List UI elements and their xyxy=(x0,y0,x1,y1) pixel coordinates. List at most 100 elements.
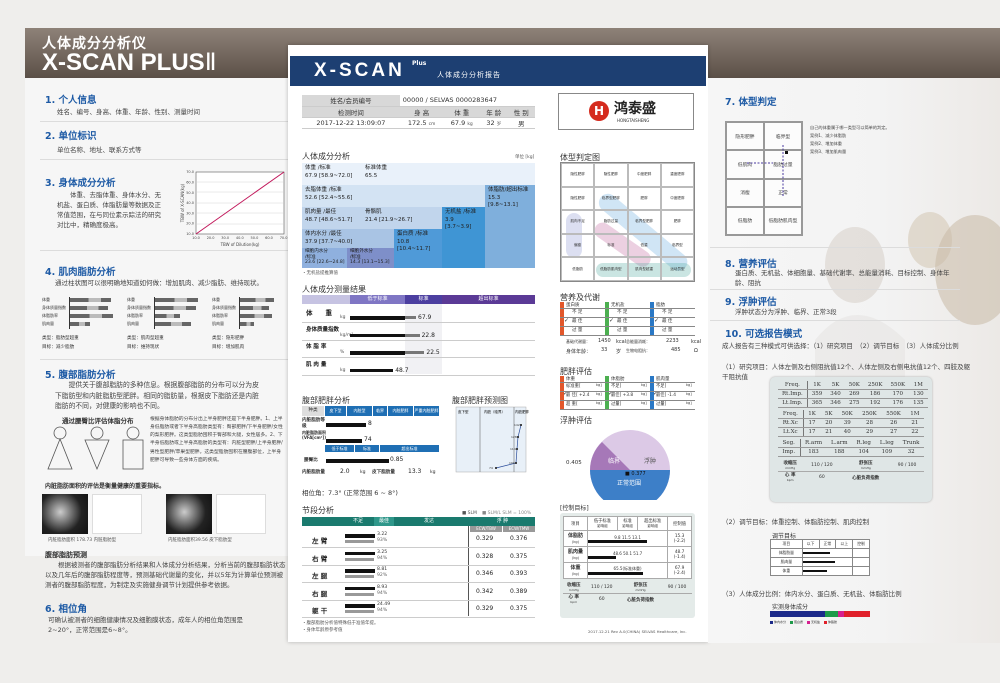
edema-threshold: 0.405 xyxy=(566,460,582,466)
regression-line xyxy=(195,171,285,235)
report-header xyxy=(290,56,706,86)
segment-label: 右 腿 xyxy=(312,589,328,598)
mode3-text: （3）人体成分比例：体内水分、蛋白质、无机盐、体脂肪比例 xyxy=(722,590,902,598)
ffm-value: 52.6 [52.4~55.6] xyxy=(305,194,353,201)
bodytype-cell: 隐性肥胖 xyxy=(561,163,595,187)
vfl-value: 8 xyxy=(368,420,372,427)
case-row-label: 体重 xyxy=(212,297,220,302)
height-label: 身 高 xyxy=(399,106,444,118)
adjust-head: 项目 xyxy=(770,539,803,549)
report-brand-plus: Plus xyxy=(412,60,427,67)
metabolism-field: 485 xyxy=(671,347,681,353)
row-divider xyxy=(302,547,535,548)
edema-pie-chart: 临界 浮肿 正常范围 ■ 0.377 xyxy=(590,430,670,500)
obesity-level: 最佳[ +3.8 xyxy=(611,393,634,398)
section-text: 单位名称、地址、联系方式等 xyxy=(57,146,142,154)
obesity-level: 不足[ xyxy=(656,384,667,389)
ratio-legend-item: 蛋白质 xyxy=(790,620,803,624)
adjust-head: 以上 xyxy=(835,539,854,549)
metabolism-field: 总能量消耗： xyxy=(626,339,650,344)
adjust-row-label: 体重 xyxy=(770,566,803,576)
obesity-col-label: 肌肉量 xyxy=(656,377,670,382)
height-num: 172.5 xyxy=(407,118,427,127)
segment-pct-bar xyxy=(345,592,374,596)
tbw-value: 37.9 [37.7~40.0] xyxy=(305,238,353,245)
unit: mmHg xyxy=(785,466,796,470)
vitals-table: 收缩压 mmHg 110 / 120 舒张压 mmHg 90 / 100 心 率 bpm 60 心… xyxy=(563,582,692,605)
impedance-cell: 176 xyxy=(886,398,910,408)
y-tick: 10.0 xyxy=(186,232,194,236)
adjust-bar xyxy=(802,560,835,564)
ecw-tbw-head: ECW/TBW xyxy=(470,526,502,532)
case-row-label: 体脂肪率 xyxy=(127,313,143,318)
legend-label: 体内水分 xyxy=(774,620,787,624)
unit: kg] xyxy=(641,392,647,396)
bodytype-cell: 低脂肪肌肉型 xyxy=(764,206,802,235)
bodytype-notes: 自己的体重属于哪一类型可以简单的判定。 案例1、减少体脂肪 案例2、增加体重 案例3、… xyxy=(810,124,890,156)
control-delta: (-1.4) xyxy=(673,554,686,560)
impedance-table: Freq. 1K 5K 50K 250K 550K 1M Rt.Xc 17 20 39 28 26 21 L… xyxy=(778,410,924,437)
mineral-range: [3.7~3.9] xyxy=(445,224,472,231)
weight-num: 67.9 xyxy=(450,118,466,127)
impedance-head: 250K xyxy=(857,410,882,419)
borderline-label: 临界 xyxy=(608,457,620,465)
case-row-label: 肌肉量 xyxy=(127,321,139,326)
check-icon: ✓ xyxy=(654,317,660,324)
unit: kg] xyxy=(686,392,692,396)
vfa-title: 内脏脂肪面积的评估是衡量健康的重要指标。 xyxy=(45,483,166,490)
row-divider xyxy=(302,564,535,566)
control-row: 体重 (kg) 65.5(标准体重) 67.9 (-2.4) xyxy=(563,562,692,579)
obesity-level: 最 佳[ +2.4 xyxy=(566,393,590,398)
whr-head: 标准 xyxy=(354,445,379,452)
prediction-point xyxy=(520,424,522,426)
result-bar-grey xyxy=(405,351,425,354)
impedance-cell: 20 xyxy=(820,418,838,428)
nutrition-tag-strip xyxy=(605,302,609,336)
impedance-row: Freq. 1K 5K 50K 250K 550K 1M xyxy=(778,381,928,390)
pred-label: 皮下型 xyxy=(458,409,469,414)
bodytype-cell: 低重 xyxy=(627,233,661,258)
case-type: 类型：隐形肥胖 xyxy=(212,336,245,341)
product-name: X-SCAN PLUS xyxy=(42,49,205,76)
head-low: 不足 xyxy=(352,518,363,524)
product-title: X-SCAN PLUSⅡ xyxy=(42,48,217,77)
row-divider xyxy=(560,308,695,309)
unit: kg] xyxy=(596,383,602,387)
ratio-legend-item: 体脂肪 xyxy=(824,620,837,624)
control-head: 控制值 xyxy=(667,516,692,531)
case-bar xyxy=(155,298,198,302)
x-tick: 70.0 xyxy=(280,236,288,240)
segment-slm-bar xyxy=(345,604,375,608)
segment-ecw-tmw: 0.375 xyxy=(510,605,528,612)
section-text: 可确认被测者的细胞健康情况及细胞膜状态，成年人的相位角范围是2~20°，正常范围… xyxy=(48,616,243,635)
case-bar xyxy=(240,314,272,318)
case-goal: 目标：增加肌肉 xyxy=(212,345,245,350)
case-bar xyxy=(240,306,270,310)
divider xyxy=(710,247,960,248)
nutrition-col-label: 脂肪 xyxy=(656,303,665,308)
section-title: 8. 营养评估 xyxy=(725,259,777,270)
metabolism-field: 身体年龄： xyxy=(566,349,592,355)
unit: kg] xyxy=(596,401,602,405)
report-footer: 2017.12.21 Rev A.0(CHINA) SELVAS Healthc… xyxy=(588,629,687,634)
icw-status: /标准 xyxy=(305,254,316,260)
obesity-tag-strip xyxy=(650,376,654,410)
segment-pct-bar xyxy=(345,610,374,613)
result-row-label: 体 脂 率 xyxy=(306,344,327,350)
impedance-cell: 130 xyxy=(909,389,928,399)
prediction-point xyxy=(516,448,518,450)
impedance-cell: 40 xyxy=(837,427,858,437)
prediction-title: 腹部脂肪预测 xyxy=(45,551,87,559)
impedance-cell: 186 xyxy=(863,389,887,399)
case-row-label: 肌肉量 xyxy=(42,321,54,326)
unit: mmHg xyxy=(568,588,579,592)
vfa-report-thumbnail xyxy=(216,494,266,534)
control-row-label: 肌肉量 (kg) xyxy=(563,546,588,563)
bodytype-cell: 肌肉不足 xyxy=(561,210,595,234)
ratio-bar xyxy=(770,611,870,617)
result-bar-grey xyxy=(405,333,420,337)
adjust-bar xyxy=(802,569,828,573)
impedance-head: 1K xyxy=(803,410,821,419)
sex-value: 男 xyxy=(507,117,535,129)
case-bar xyxy=(155,322,191,326)
